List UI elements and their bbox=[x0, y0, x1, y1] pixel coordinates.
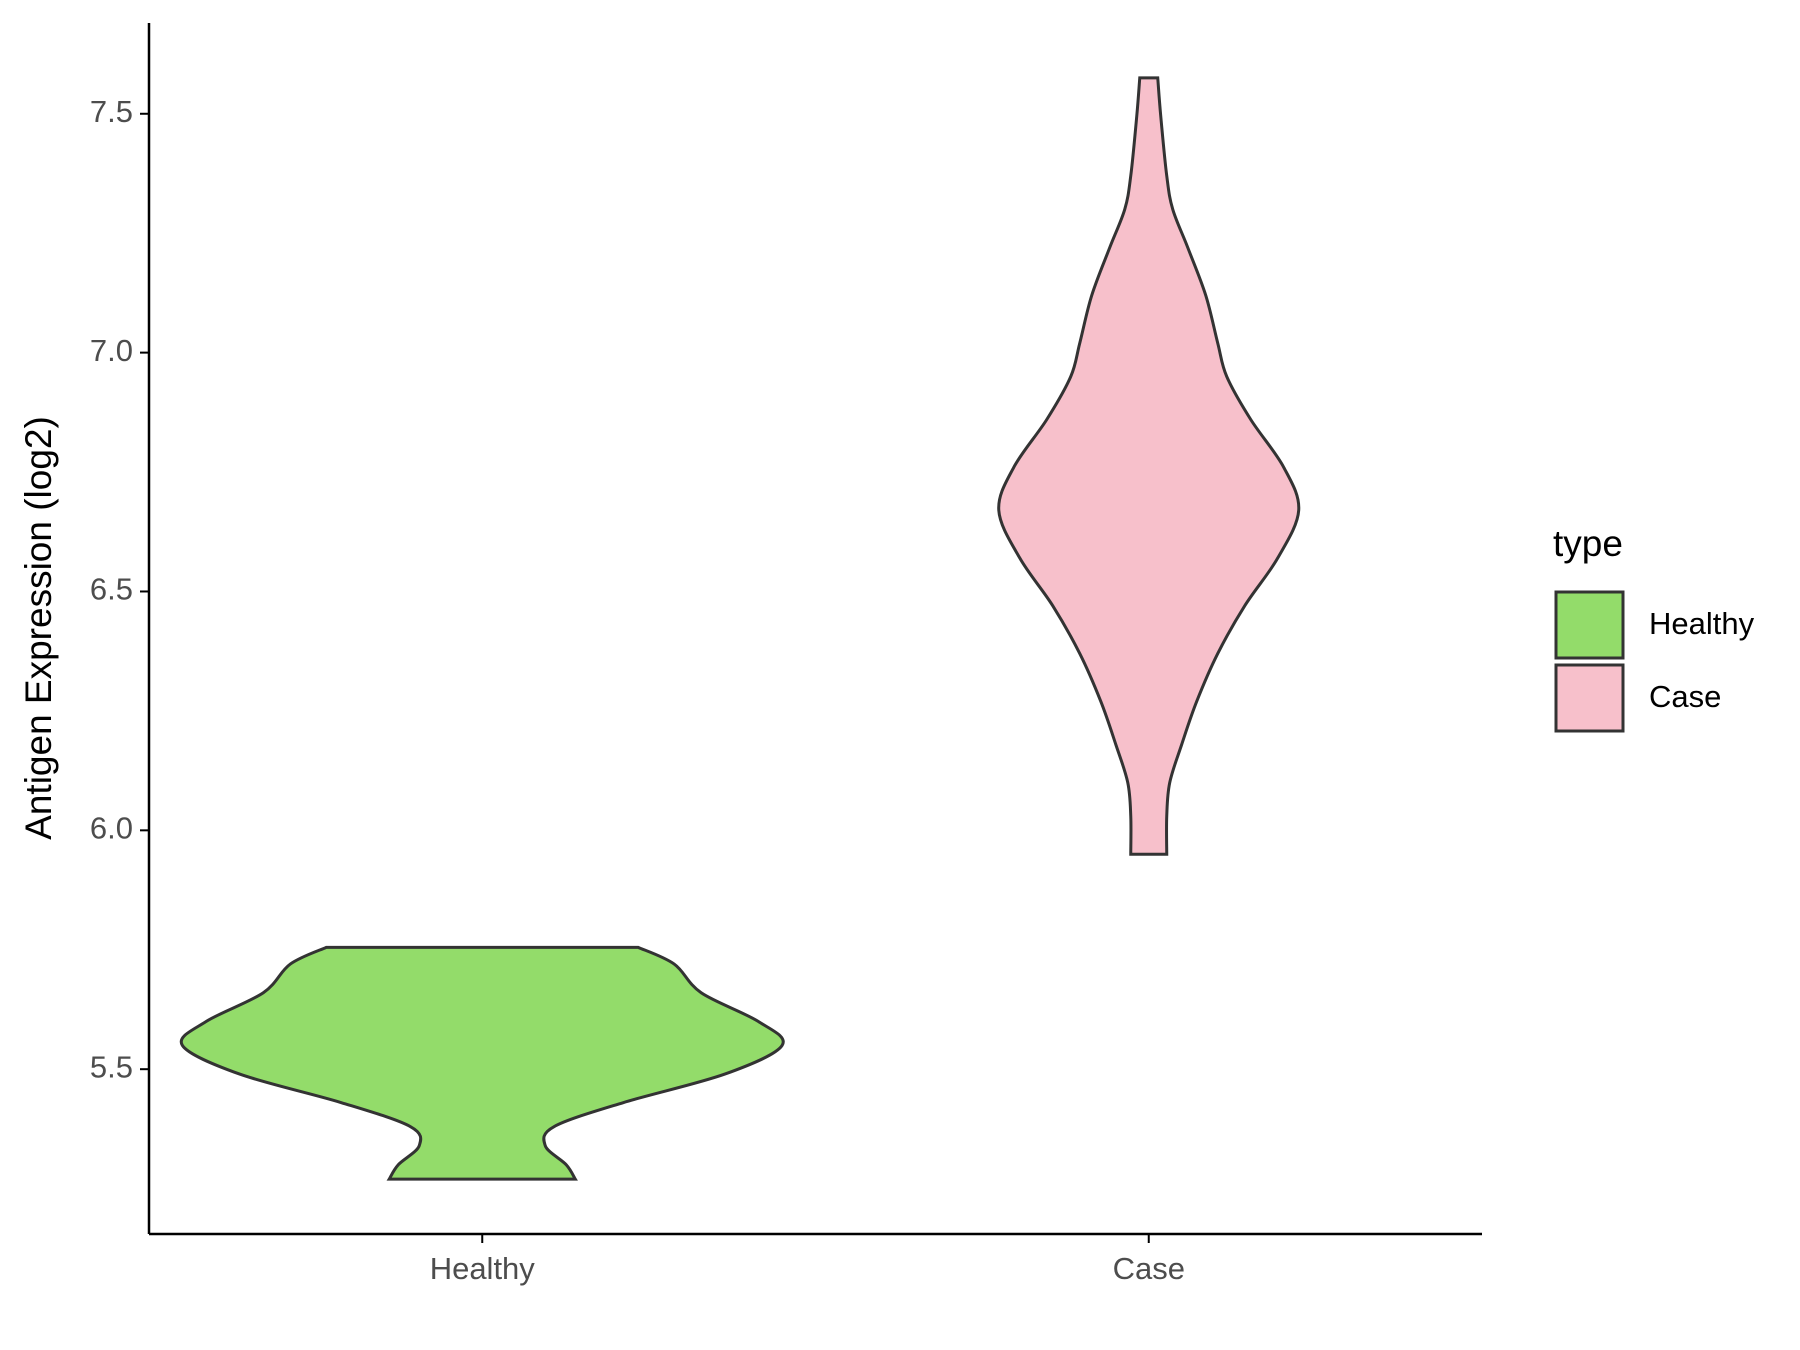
y-tick-label: 6.5 bbox=[90, 572, 133, 607]
y-axis-title: Antigen Expression (log2) bbox=[18, 416, 59, 840]
x-tick-label: Healthy bbox=[430, 1251, 536, 1286]
legend-label: Healthy bbox=[1649, 606, 1755, 641]
y-tick-label: 7.5 bbox=[90, 94, 133, 129]
violin bbox=[997, 76, 1301, 856]
legend-title: type bbox=[1553, 523, 1623, 564]
y-tick-label: 5.5 bbox=[90, 1049, 133, 1084]
legend-label: Case bbox=[1649, 679, 1721, 714]
violin bbox=[179, 945, 785, 1181]
legend-key bbox=[1554, 663, 1625, 733]
x-tick-label: Case bbox=[1113, 1251, 1185, 1286]
y-tick-label: 7.0 bbox=[90, 333, 133, 368]
legend-key bbox=[1554, 590, 1625, 660]
y-tick-label: 6.0 bbox=[90, 811, 133, 846]
